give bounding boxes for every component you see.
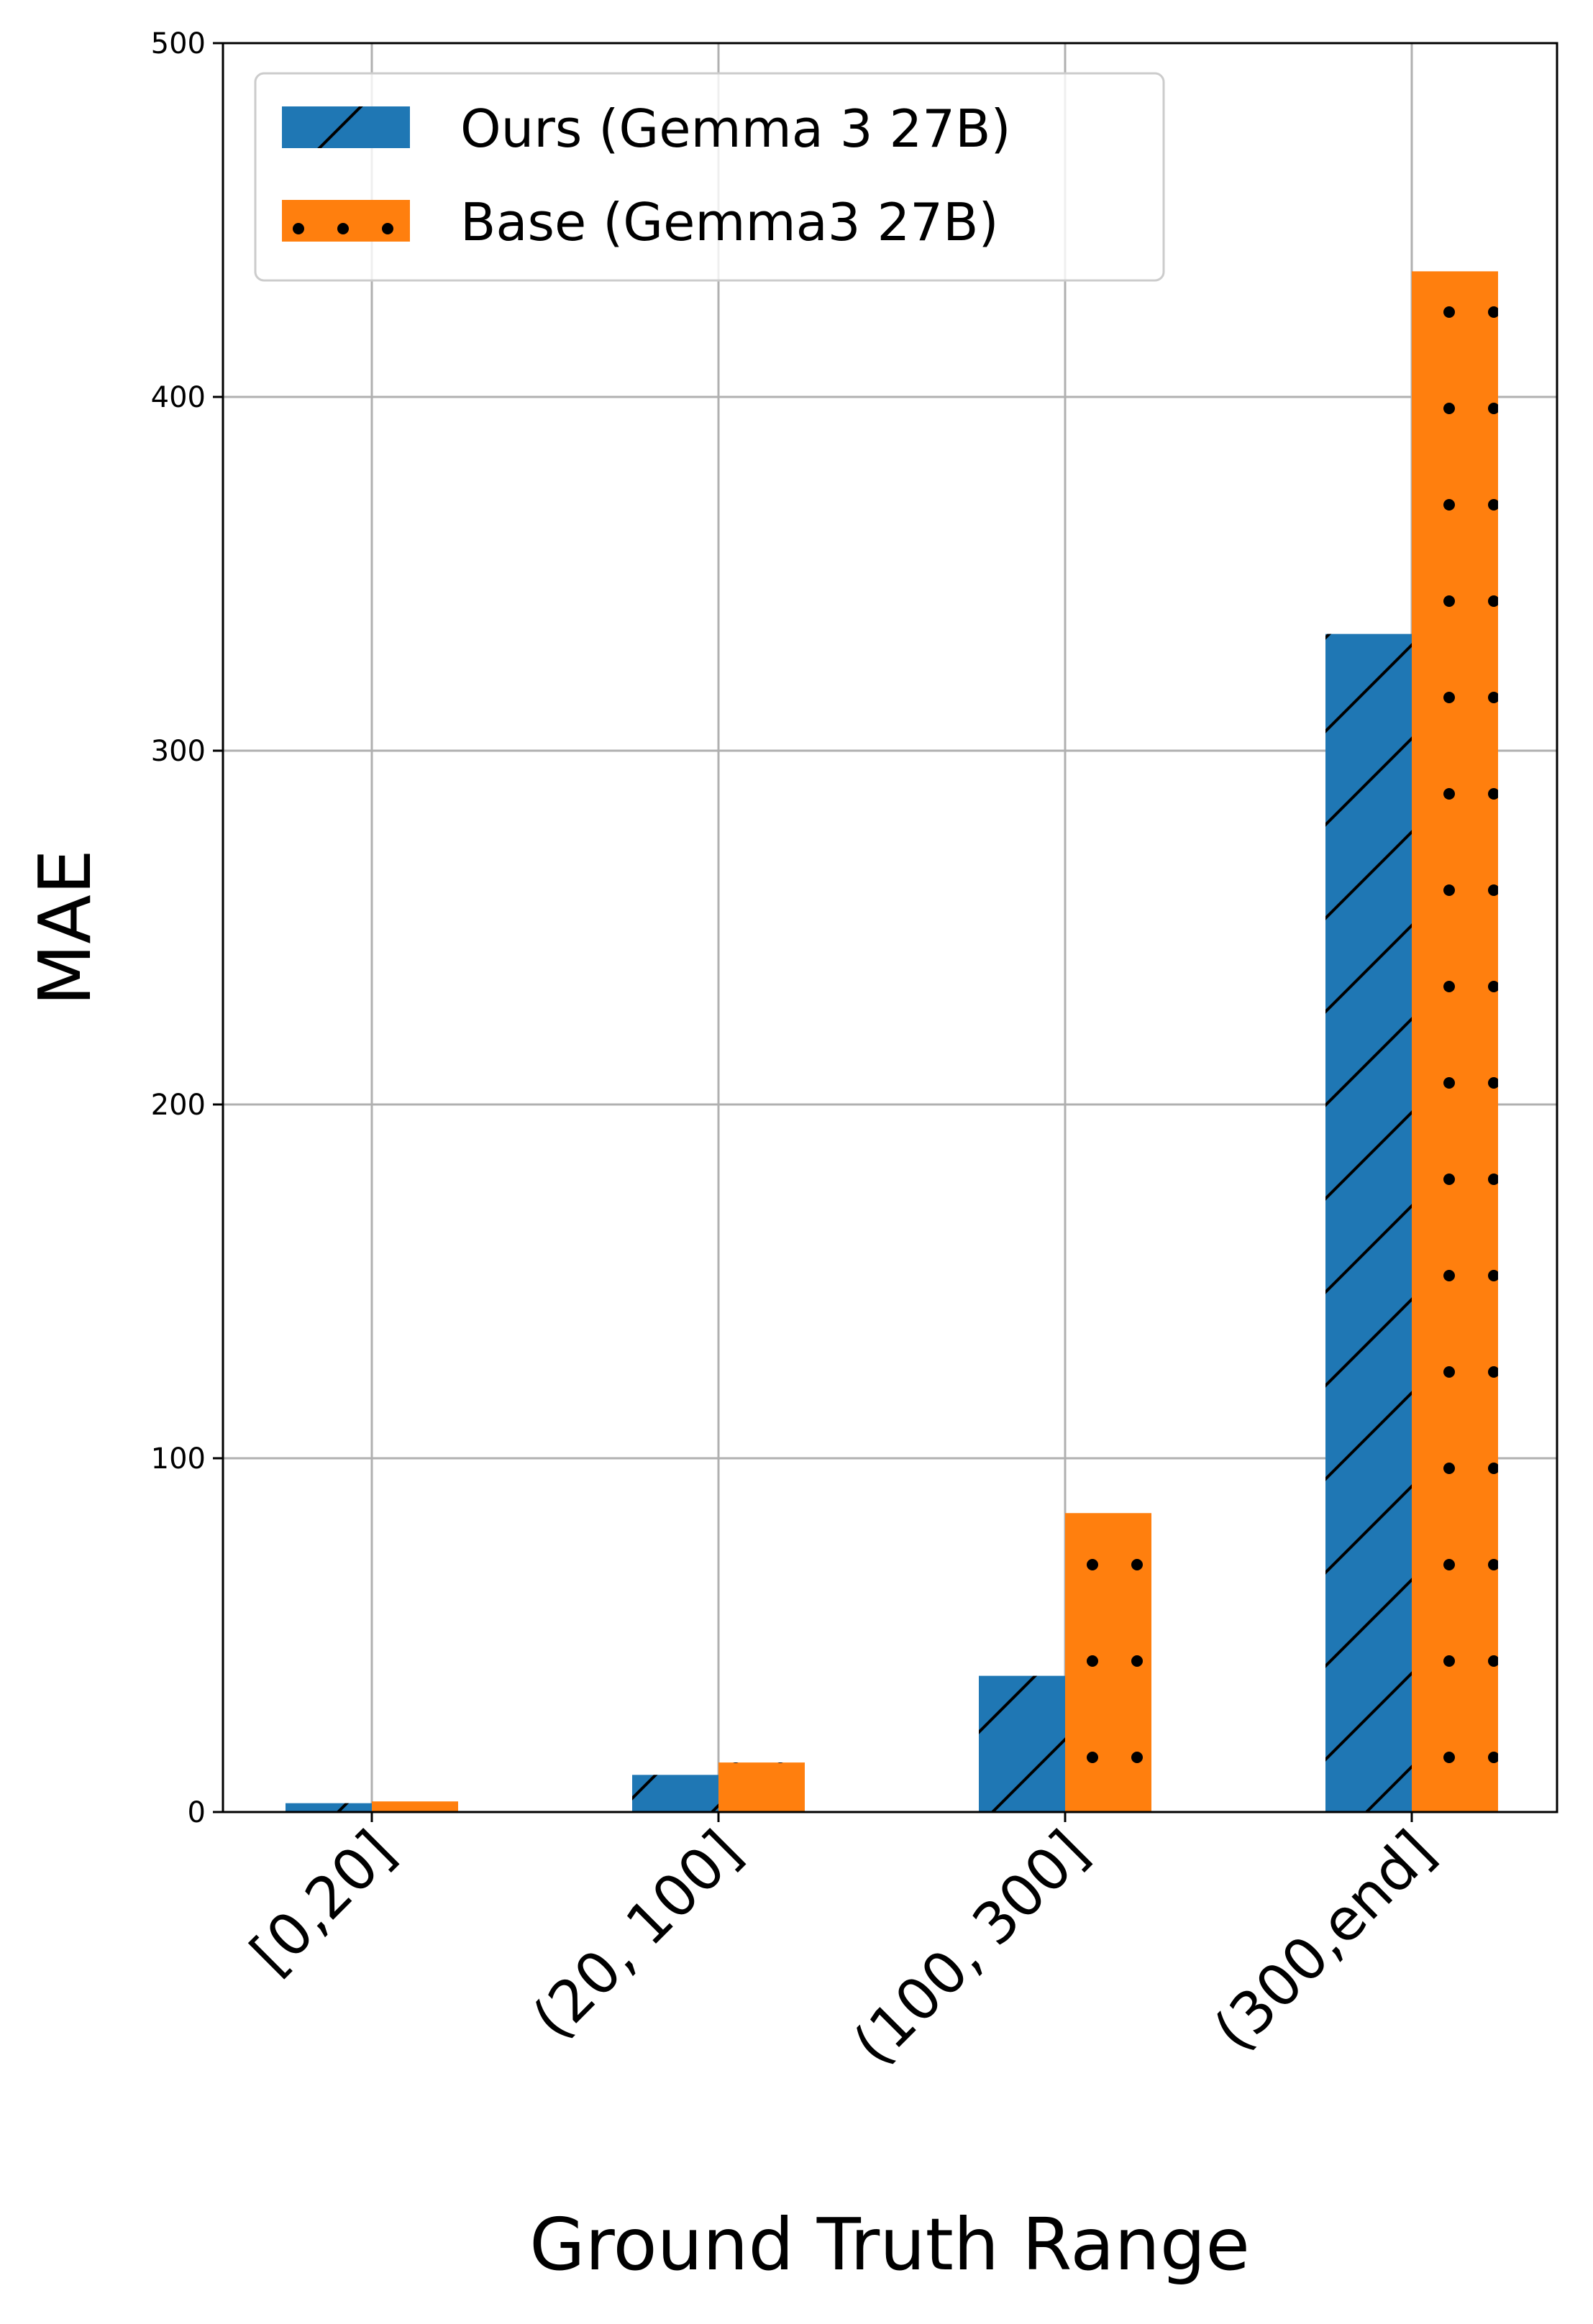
legend-swatch-base-hatch xyxy=(282,200,410,242)
x-tick-label: [0,20] xyxy=(238,1818,408,1987)
legend-label-ours: Ours (Gemma 3 27B) xyxy=(460,99,1011,159)
legend: Ours (Gemma 3 27B) Base (Gemma3 27B) xyxy=(254,72,1165,282)
y-axis-label: MAE xyxy=(23,849,107,1006)
y-tick-label: 200 xyxy=(151,1089,206,1122)
bar-hatch-ours xyxy=(1325,633,1412,1812)
x-axis-ticks: [0,20] (20, 100] (100, 300] (300,end] xyxy=(238,1812,1447,2078)
x-tick-label: (100, 300] xyxy=(841,1818,1101,2078)
bar-hatch-base xyxy=(1412,271,1498,1812)
y-axis-ticks: 0 100 200 300 400 500 xyxy=(151,27,223,1829)
bar-hatch-base xyxy=(718,1762,805,1812)
bar-hatch-ours xyxy=(979,1675,1065,1812)
y-tick-label: 500 xyxy=(151,27,206,60)
bars xyxy=(286,271,1498,1812)
x-axis-label: Ground Truth Range xyxy=(529,2202,1250,2287)
x-tick-label: (300,end] xyxy=(1201,1818,1447,2064)
bar-hatch-base xyxy=(1065,1513,1151,1812)
legend-swatch-ours-hatch xyxy=(282,106,410,148)
y-tick-label: 100 xyxy=(151,1442,206,1476)
legend-box xyxy=(254,72,1165,282)
bar-hatch-ours xyxy=(632,1775,718,1812)
bar-hatch-base xyxy=(372,1801,458,1812)
x-tick-label: (20, 100] xyxy=(520,1818,754,2052)
y-tick-label: 400 xyxy=(151,381,206,414)
plot-frame xyxy=(222,42,1558,1813)
legend-label-base: Base (Gemma3 27B) xyxy=(460,192,999,252)
y-tick-label: 0 xyxy=(188,1796,206,1829)
bar-hatch-ours xyxy=(286,1803,372,1812)
y-tick-label: 300 xyxy=(151,735,206,768)
